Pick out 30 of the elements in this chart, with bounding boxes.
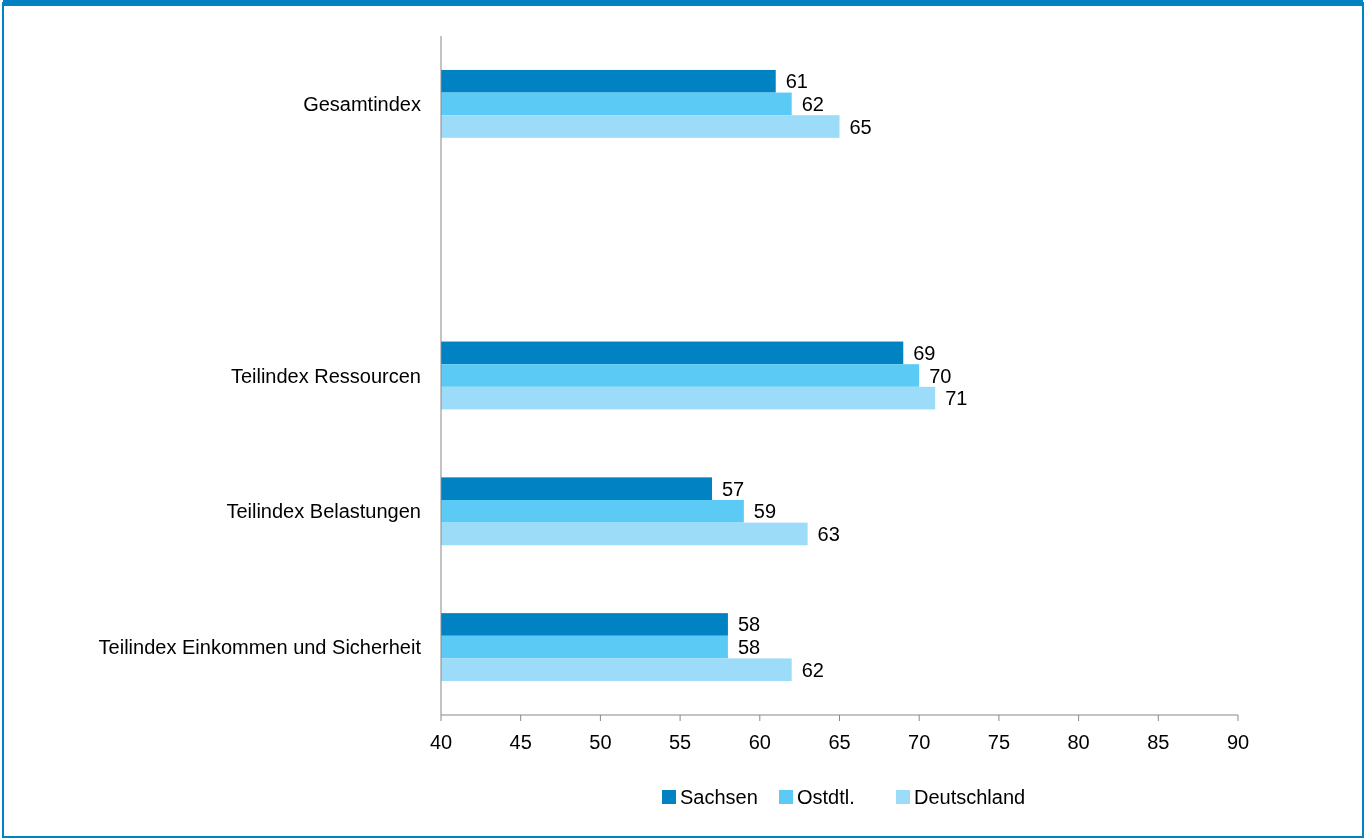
x-tick-label: 45: [509, 731, 532, 753]
x-tick-label: 50: [589, 731, 612, 753]
x-tick-label: 65: [828, 731, 851, 753]
x-tick-label: 55: [668, 731, 692, 753]
x-tick-label: 75: [987, 731, 1011, 753]
x-tick-label: 90: [1226, 731, 1250, 753]
x-tick-label: 80: [1067, 731, 1090, 753]
data-label: 70: [929, 364, 952, 387]
data-label: 71: [945, 387, 968, 410]
y-tick-label: Teilindex Einkommen und Sicherheit: [98, 636, 422, 659]
legend-label: Sachsen: [680, 786, 758, 808]
data-label: 63: [817, 522, 840, 545]
data-label: 59: [753, 500, 777, 523]
y-tick-label: Teilindex Ressourcen: [230, 364, 421, 387]
x-tick-label: 70: [908, 731, 931, 753]
x-tick-label: 60: [748, 731, 771, 753]
data-label: 58: [737, 636, 761, 659]
y-tick-label: Teilindex Belastungen: [226, 500, 421, 523]
data-label: 62: [801, 658, 824, 681]
data-label: 69: [913, 341, 936, 364]
data-label: 65: [849, 115, 872, 138]
legend-label: Deutschland: [914, 786, 1026, 808]
y-tick-label: Gesamtindex: [303, 92, 421, 115]
data-label: 61: [785, 70, 808, 93]
data-label: 62: [801, 92, 824, 115]
legend-label: Ostdtl.: [797, 786, 855, 808]
x-tick-label: 40: [429, 731, 453, 753]
data-label: 57: [721, 477, 745, 500]
data-label: 58: [737, 613, 761, 636]
x-tick-label: 85: [1147, 731, 1170, 753]
